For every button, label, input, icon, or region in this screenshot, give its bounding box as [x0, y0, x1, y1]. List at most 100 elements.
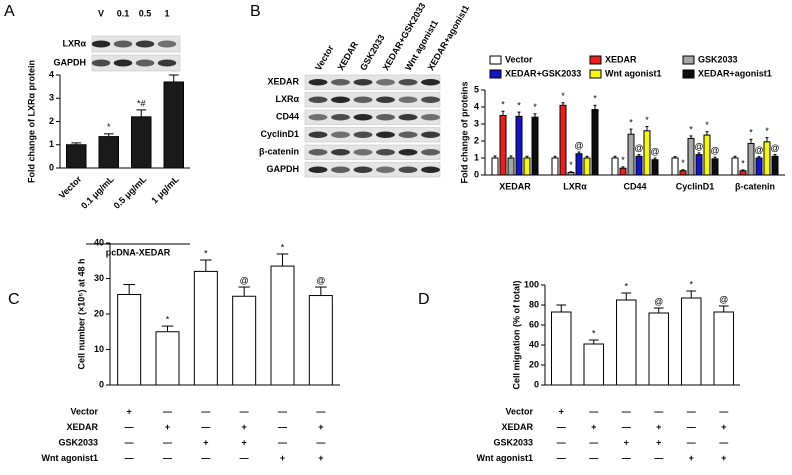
annotation: @ [710, 146, 719, 156]
annotation: * [765, 126, 769, 136]
blot-band [398, 114, 418, 121]
blot-band [308, 131, 328, 138]
annotation: * [593, 94, 597, 104]
treatment-sign: + [591, 422, 596, 432]
blot-band [421, 166, 440, 173]
blot-lane-label: 1 [164, 8, 169, 18]
treatment-sign: — [240, 406, 249, 416]
blot-band [308, 149, 328, 156]
treatment-sign: + [242, 422, 247, 432]
y-axis-label: Fold change of proteins [459, 81, 469, 183]
blot-row-label: XEDAR [267, 77, 299, 87]
bar [711, 158, 719, 176]
bar [763, 141, 771, 176]
annotation: @ [650, 146, 659, 156]
annotation: @ [754, 145, 763, 155]
y-tick-label: 1 [49, 139, 54, 149]
treatment-label: Vector [70, 406, 98, 416]
y-axis-label: Cell migration (% of total) [511, 280, 521, 389]
annotation: @ [654, 296, 663, 306]
x-tick-label: 0.1 μg/mL [79, 174, 116, 211]
blot-band [113, 59, 133, 67]
treatment-sign: — [719, 437, 728, 447]
bar [491, 157, 499, 176]
blot-band [398, 131, 418, 138]
panel-letter: A [4, 3, 15, 20]
blot-lane-label: 0.1 [117, 8, 130, 18]
blot-row-label: GAPDH [266, 164, 299, 174]
treatment-sign: + [721, 422, 726, 432]
y-axis-label: Cell number (×10⁵) at 48 h [76, 258, 86, 369]
blot-band [91, 40, 111, 48]
blot-band [308, 114, 328, 121]
blot-band [331, 131, 350, 138]
annotation: * [624, 281, 628, 291]
annotation: @ [634, 143, 643, 153]
bar [687, 137, 695, 176]
y-tick-label: 40 [94, 237, 104, 247]
bar [681, 297, 702, 386]
legend-swatch [489, 55, 502, 65]
annotation: @ [316, 275, 325, 285]
blot-lane-label: XEDAR+agonist1 [426, 3, 472, 72]
blot-band [353, 96, 373, 103]
blot-band [157, 40, 177, 48]
y-tick-label: 30 [94, 273, 104, 283]
group-label: pcDNA-XEDAR [106, 247, 171, 257]
bar [679, 170, 687, 176]
blot-band [331, 79, 350, 86]
blot-row-label: CD44 [276, 112, 299, 122]
y-tick-label: 2 [474, 135, 479, 145]
blot-band [421, 79, 440, 86]
blot-band [331, 166, 350, 173]
blot-band [353, 131, 373, 138]
x-tick-label: XEDAR [499, 181, 531, 191]
blot-band [353, 114, 373, 121]
bar [643, 130, 651, 176]
legend-label: XEDAR+agonist1 [698, 68, 772, 78]
treatment-sign: — [687, 437, 696, 447]
blot-band [353, 149, 373, 156]
treatment-sign: — [240, 453, 249, 463]
annotation: @ [770, 143, 779, 153]
bar [611, 157, 619, 176]
bar [531, 116, 539, 176]
blot-band [421, 131, 440, 138]
blot-band [421, 149, 440, 156]
bar [671, 157, 679, 176]
blot-band [135, 59, 155, 67]
blot-band [421, 96, 440, 103]
legend-swatch [489, 69, 502, 79]
treatment-sign: — [622, 406, 631, 416]
treatment-sign: + [165, 422, 170, 432]
treatment-sign: — [125, 437, 134, 447]
annotation: * [501, 100, 505, 110]
annotation: * [533, 102, 537, 112]
blot-band [376, 131, 395, 138]
bar [499, 115, 507, 176]
legend-label: Vector [505, 54, 533, 64]
y-tick-label: 100 [524, 279, 539, 289]
blot-lane-label: Vector [313, 43, 336, 72]
blot-band [376, 149, 395, 156]
bar [232, 295, 257, 386]
treatment-label: XEDAR [501, 422, 533, 432]
blot-strip [304, 92, 441, 108]
treatment-sign: — [278, 406, 287, 416]
y-tick-label: 20 [94, 308, 104, 318]
annotation: * [592, 328, 596, 338]
blot-strip [304, 127, 441, 143]
blot-band [421, 114, 440, 121]
bar [155, 331, 180, 386]
annotation: * [749, 128, 753, 138]
treatment-sign: — [557, 453, 566, 463]
treatment-sign: — [589, 437, 598, 447]
blot-band [331, 149, 350, 156]
blot-band [353, 166, 373, 173]
blot-band [398, 166, 418, 173]
y-tick-label: 80 [529, 299, 539, 309]
bar [131, 116, 152, 169]
treatment-label: Wnt agonist1 [42, 453, 99, 463]
treatment-sign: — [278, 437, 287, 447]
y-tick-label: 4 [474, 101, 479, 111]
